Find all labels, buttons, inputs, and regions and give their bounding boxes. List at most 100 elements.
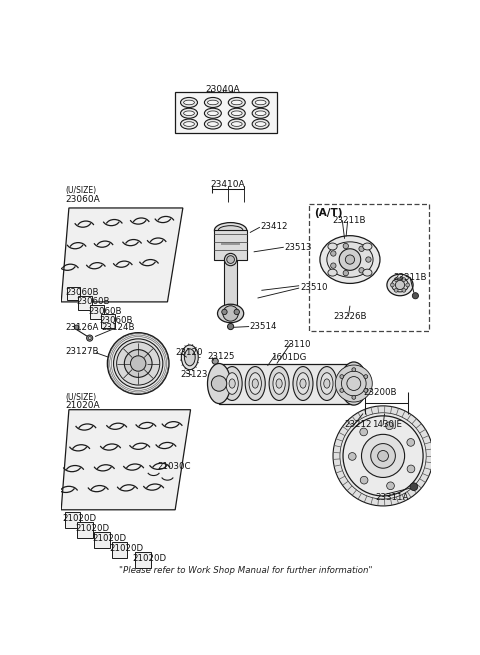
Circle shape: [114, 339, 163, 388]
Bar: [77, 522, 93, 538]
Ellipse shape: [252, 119, 269, 129]
Circle shape: [407, 465, 415, 473]
Bar: [94, 532, 110, 548]
Circle shape: [234, 309, 240, 314]
Circle shape: [227, 255, 234, 263]
Ellipse shape: [204, 119, 221, 129]
Text: 23060B: 23060B: [77, 297, 110, 307]
Circle shape: [360, 476, 368, 484]
Circle shape: [361, 434, 405, 477]
Circle shape: [131, 356, 146, 371]
Circle shape: [407, 439, 415, 446]
Bar: [175, 92, 277, 132]
Polygon shape: [61, 208, 183, 302]
Ellipse shape: [273, 373, 285, 394]
Text: 23510: 23510: [300, 283, 327, 291]
Bar: [135, 552, 151, 567]
Circle shape: [340, 375, 344, 379]
Ellipse shape: [180, 108, 197, 119]
Bar: [215, 231, 247, 259]
Circle shape: [341, 371, 366, 396]
Text: 23060B: 23060B: [100, 316, 133, 325]
Ellipse shape: [181, 345, 198, 369]
Text: 23060A: 23060A: [65, 195, 100, 204]
Circle shape: [343, 244, 348, 249]
Bar: [309, 204, 429, 331]
Ellipse shape: [204, 98, 221, 107]
Ellipse shape: [184, 100, 194, 105]
Text: 23410A: 23410A: [210, 180, 245, 189]
Circle shape: [366, 257, 371, 262]
Circle shape: [340, 388, 344, 392]
Text: 23212: 23212: [345, 420, 372, 429]
Ellipse shape: [392, 278, 408, 292]
Ellipse shape: [300, 379, 306, 388]
Ellipse shape: [276, 379, 282, 388]
Ellipse shape: [231, 122, 242, 126]
Ellipse shape: [229, 379, 235, 388]
Ellipse shape: [184, 122, 194, 126]
Text: 23040A: 23040A: [205, 84, 240, 94]
Ellipse shape: [249, 373, 262, 394]
Circle shape: [86, 335, 93, 341]
Circle shape: [359, 268, 364, 273]
Circle shape: [360, 428, 368, 436]
Circle shape: [371, 443, 396, 468]
Circle shape: [387, 482, 395, 490]
Circle shape: [336, 365, 372, 402]
Circle shape: [124, 350, 152, 377]
Text: 23110: 23110: [283, 341, 311, 349]
Circle shape: [394, 278, 398, 282]
Ellipse shape: [231, 100, 242, 105]
Circle shape: [385, 422, 393, 430]
Ellipse shape: [363, 269, 372, 276]
Circle shape: [378, 451, 388, 461]
Ellipse shape: [226, 373, 238, 394]
Text: 23060B: 23060B: [65, 288, 98, 297]
Ellipse shape: [321, 373, 333, 394]
Bar: [219, 364, 354, 403]
Polygon shape: [61, 409, 191, 510]
Circle shape: [223, 306, 238, 321]
Circle shape: [88, 337, 91, 340]
Ellipse shape: [255, 100, 266, 105]
Text: 23200B: 23200B: [363, 388, 396, 397]
Circle shape: [412, 293, 419, 299]
Circle shape: [402, 288, 406, 292]
Ellipse shape: [217, 304, 244, 323]
Bar: [225, 259, 237, 314]
Ellipse shape: [324, 379, 330, 388]
Ellipse shape: [184, 349, 195, 365]
Bar: [112, 542, 127, 557]
Ellipse shape: [317, 367, 337, 400]
Circle shape: [331, 251, 336, 256]
Bar: [67, 286, 81, 301]
Ellipse shape: [228, 108, 245, 119]
Ellipse shape: [215, 223, 247, 238]
Ellipse shape: [340, 362, 367, 405]
Text: 23211B: 23211B: [332, 215, 366, 225]
Ellipse shape: [252, 108, 269, 119]
Text: 23226B: 23226B: [333, 312, 367, 321]
Ellipse shape: [225, 253, 237, 266]
Ellipse shape: [245, 367, 265, 400]
Ellipse shape: [328, 243, 337, 250]
Ellipse shape: [293, 367, 313, 400]
Circle shape: [211, 376, 227, 391]
Text: 21020D: 21020D: [133, 553, 167, 563]
Circle shape: [352, 396, 356, 400]
Circle shape: [343, 416, 423, 496]
Circle shape: [410, 483, 418, 491]
Circle shape: [396, 280, 405, 290]
Circle shape: [222, 309, 227, 314]
Ellipse shape: [255, 122, 266, 126]
Circle shape: [402, 278, 406, 282]
Text: 23060B: 23060B: [88, 307, 121, 316]
Circle shape: [359, 246, 364, 252]
Text: 1601DG: 1601DG: [271, 353, 306, 362]
Circle shape: [343, 271, 348, 276]
Ellipse shape: [320, 236, 380, 284]
Circle shape: [347, 377, 361, 390]
Circle shape: [352, 367, 356, 371]
Circle shape: [228, 324, 234, 329]
